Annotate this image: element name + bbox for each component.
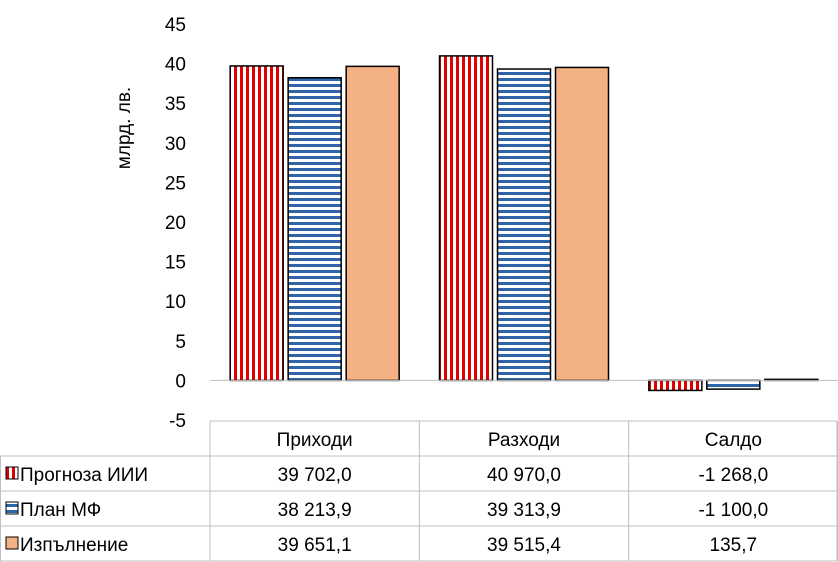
bar — [438, 55, 494, 382]
y-axis-ticks: -5 0 5 10 15 20 25 30 35 40 45 — [165, 15, 186, 432]
bar — [554, 66, 610, 382]
y-tick-label: 5 — [175, 332, 186, 353]
y-tick-label: 10 — [165, 292, 186, 313]
table-value-cell: 40 970,0 — [487, 465, 561, 486]
table-value-cell: -1 268,0 — [698, 465, 768, 486]
legend-series-name: Изпълнение — [20, 535, 128, 556]
table-value-cell: 135,7 — [710, 535, 758, 556]
y-tick-label: 15 — [165, 253, 186, 274]
legend-key — [5, 466, 19, 480]
table-value-cell: 39 515,4 — [487, 535, 561, 556]
bar — [496, 68, 552, 382]
table-header-cell: Салдо — [705, 430, 762, 451]
y-tick-label: 45 — [165, 15, 186, 36]
bar — [345, 65, 400, 382]
data-table: Приходи Разходи Салдо Прогноза ИИИ 39 702,0 4… — [0, 420, 838, 562]
bar — [648, 379, 703, 392]
table-value-cell: 39 313,9 — [487, 500, 561, 521]
legend-key — [5, 536, 19, 550]
bar — [706, 379, 761, 390]
table-value-cell: 39 651,1 — [278, 535, 352, 556]
legend-key — [5, 501, 19, 515]
bar — [229, 65, 284, 382]
legend-series-name: Прогноза ИИИ — [20, 465, 148, 486]
y-tick-label: -5 — [169, 411, 186, 432]
legend-series-name: План МФ — [20, 500, 101, 521]
table-header-cell: Разходи — [488, 430, 560, 451]
y-tick-label: 35 — [165, 94, 186, 115]
table-value-cell: -1 100,0 — [698, 500, 768, 521]
plot-area — [229, 55, 819, 392]
y-tick-label: 30 — [165, 134, 186, 155]
bar — [287, 76, 342, 382]
y-axis-label: млрд. лв. — [114, 87, 135, 169]
y-tick-label: 40 — [165, 55, 186, 76]
table-value-cell: 39 702,0 — [278, 465, 352, 486]
y-tick-label: 20 — [165, 213, 186, 234]
table-header-cell: Приходи — [277, 430, 353, 451]
y-tick-label: 25 — [165, 173, 186, 194]
table-value-cell: 38 213,9 — [278, 500, 352, 521]
y-tick-label: 0 — [175, 371, 186, 392]
